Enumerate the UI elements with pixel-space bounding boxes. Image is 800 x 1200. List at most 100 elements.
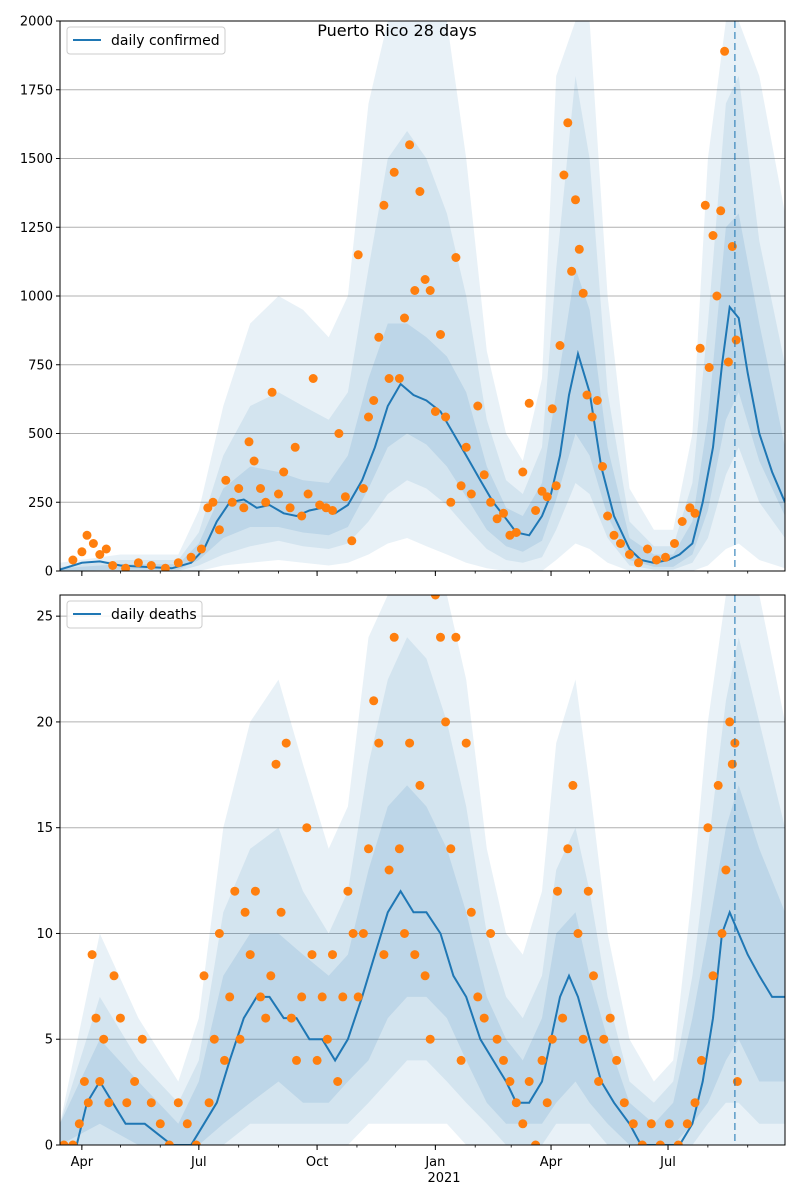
deaths-data-point [173,1098,183,1108]
deaths-data-point [95,1077,105,1086]
deaths-data-point [410,950,420,960]
confirmed-data-point [186,552,196,562]
deaths-data-point [531,1140,541,1145]
confirmed-data-point [677,517,687,526]
confirmed-data-point [456,481,466,491]
deaths-data-point [441,717,451,727]
deaths-data-point [568,780,578,790]
deaths-data-point [245,950,255,960]
deaths-data-point [646,1119,656,1129]
deaths-data-point [235,1034,245,1044]
confirmed-data-point [328,506,337,515]
confirmed-data-point [88,539,98,548]
deaths-data-point [558,1013,568,1023]
confirmed-data-point [551,481,561,491]
deaths-data-point [415,780,425,790]
confirmed-data-point [690,508,700,518]
deaths-band-inner [60,785,785,1145]
confirmed-data-point [446,497,456,507]
deaths-data-point [60,1140,69,1145]
deaths-data-point [297,992,307,1002]
confirmed-y-axis: 0 250 500 750 1000 1250 1500 1750 2000 [20,15,60,580]
deaths-data-point [637,1140,647,1145]
deaths-data-point [137,1034,147,1044]
deaths-data-point [708,971,718,981]
confirmed-data-point [625,550,634,559]
deaths-legend-box [66,600,203,629]
deaths-data-point [68,1140,78,1145]
deaths-data-point [599,1034,609,1044]
confirmed-data-point [547,404,557,414]
deaths-data-point [446,844,456,854]
deaths-data-point [499,1055,508,1065]
deaths-data-point [394,844,404,854]
deaths-data-point [605,1013,615,1023]
deaths-data-point [317,992,327,1002]
deaths-data-point [155,1119,165,1129]
deaths-data-point [364,844,373,854]
deaths-data-point [703,823,713,833]
confirmed-data-point [221,475,231,485]
confirmed-data-point [347,536,357,546]
deaths-data-point [271,759,281,769]
deaths-uncertainty-bands [60,595,785,1145]
confirmed-data-point [720,46,730,56]
deaths-data-point [486,929,496,938]
confirmed-data-point [410,286,420,295]
confirmed-data-point [297,511,307,521]
confirmed-ytick-label: 1250 [20,221,53,236]
confirmed-panel: 0 250 500 750 1000 1250 1500 1750 2000 Puerto Ri… [20,15,786,580]
deaths-data-point [302,823,312,833]
confirmed-data-point [731,335,741,345]
confirmed-data-point [555,341,565,350]
confirmed-legend-box [66,26,226,55]
deaths-data-point [725,717,735,727]
confirmed-data-point [531,506,541,515]
deaths-data-point [461,738,471,748]
confirmed-ytick-label: 2000 [20,15,53,30]
confirmed-data-point [364,412,373,422]
deaths-data-point [182,1119,192,1129]
deaths-data-point [578,1034,588,1044]
confirmed-data-point [208,497,218,507]
deaths-data-point [333,1077,343,1086]
deaths-data-point [492,1034,502,1044]
confirmed-data-point [121,563,131,571]
confirmed-data-point [712,291,722,301]
deaths-data-point [612,1055,622,1065]
confirmed-data-point [405,140,415,150]
deaths-data-point [164,1140,174,1145]
deaths-data-point [717,929,727,938]
deaths-data-point [209,1034,219,1044]
confirmed-data-point [511,528,521,537]
confirmed-data-point [430,407,440,416]
confirmed-data-point [652,555,661,565]
confirmed-data-point [290,442,300,452]
deaths-points-layer [60,595,742,1145]
deaths-band-outer [60,595,785,1145]
deaths-data-point [276,907,286,917]
deaths-data-point [619,1098,629,1108]
confirmed-data-point [670,539,679,548]
confirmed-ytick-label: 500 [28,427,53,442]
deaths-data-point [99,1034,109,1044]
confirmed-data-point [436,330,445,339]
deaths-data-point [261,1013,271,1023]
deaths-x-axis: Apr Jul Oct Jan Apr Jul [71,1145,749,1170]
confirmed-data-point [643,544,652,554]
deaths-data-point [537,1055,547,1065]
confirmed-data-point [160,563,170,571]
confirmed-data-point [415,187,425,196]
confirmed-data-point [609,530,619,540]
year-label: 2021 [427,1171,460,1186]
confirmed-data-point [716,206,726,216]
deaths-data-point [292,1055,301,1065]
deaths-legend: daily deaths [66,600,203,629]
confirmed-data-point [708,231,718,240]
deaths-data-point [79,1077,89,1086]
confirmed-data-point [261,497,271,507]
deaths-data-point [505,1077,515,1086]
deaths-band-mid [60,637,785,1145]
confirmed-band-outer [60,21,785,571]
